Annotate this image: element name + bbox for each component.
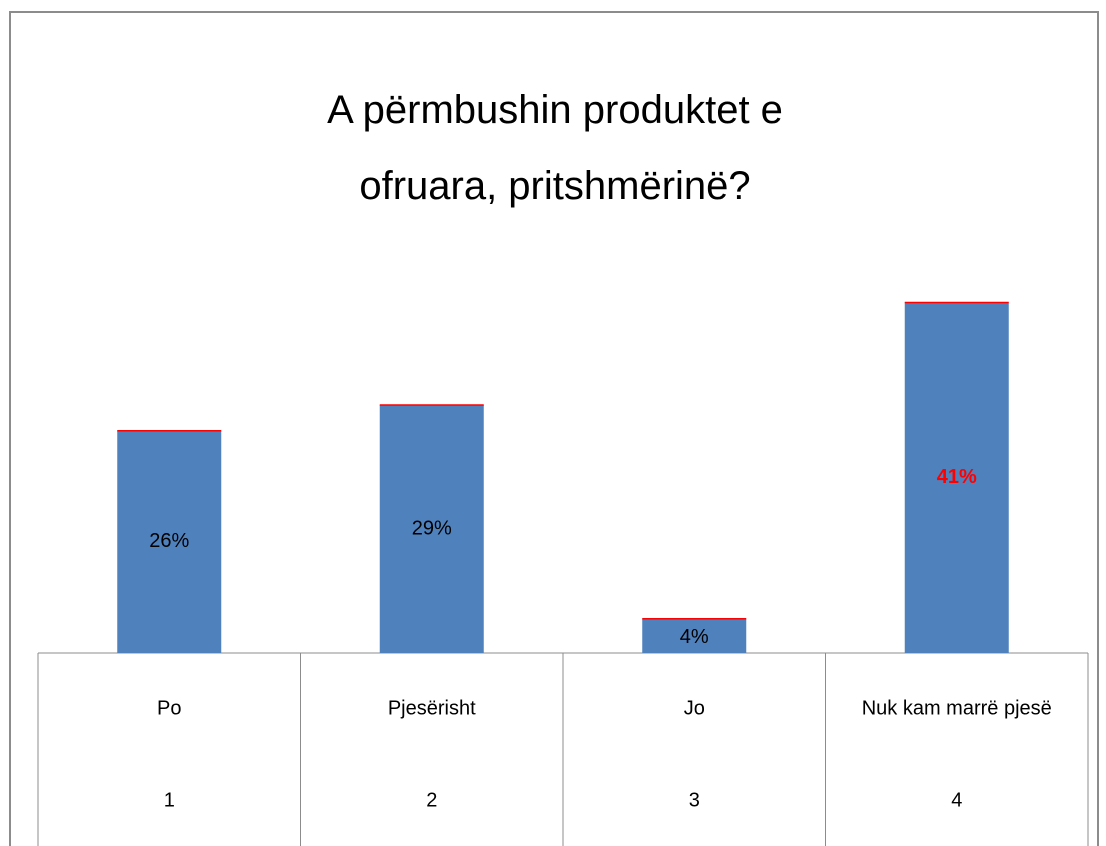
bar [379,405,484,653]
bar [642,618,747,653]
data-label: 26% [149,530,189,552]
x-tick-label: Pjesërisht [388,697,476,719]
chart-frame [9,11,1099,846]
x-tick-label: 4 [951,789,962,811]
x-tick-label: Jo [684,697,705,719]
x-tick-label: Nuk kam marrë pjesë [862,697,1052,719]
x-tick-label: 3 [689,789,700,811]
x-tick-label: 2 [426,789,437,811]
x-tick-label: 1 [164,789,175,811]
bar [117,430,222,653]
bar [904,302,1009,653]
chart-title: A përmbushin produktet e ofruara, pritsh… [327,88,783,208]
data-label: 41% [937,466,977,488]
data-label: 4% [680,626,709,648]
data-label: 29% [412,517,452,539]
x-tick-label: Po [157,697,181,719]
